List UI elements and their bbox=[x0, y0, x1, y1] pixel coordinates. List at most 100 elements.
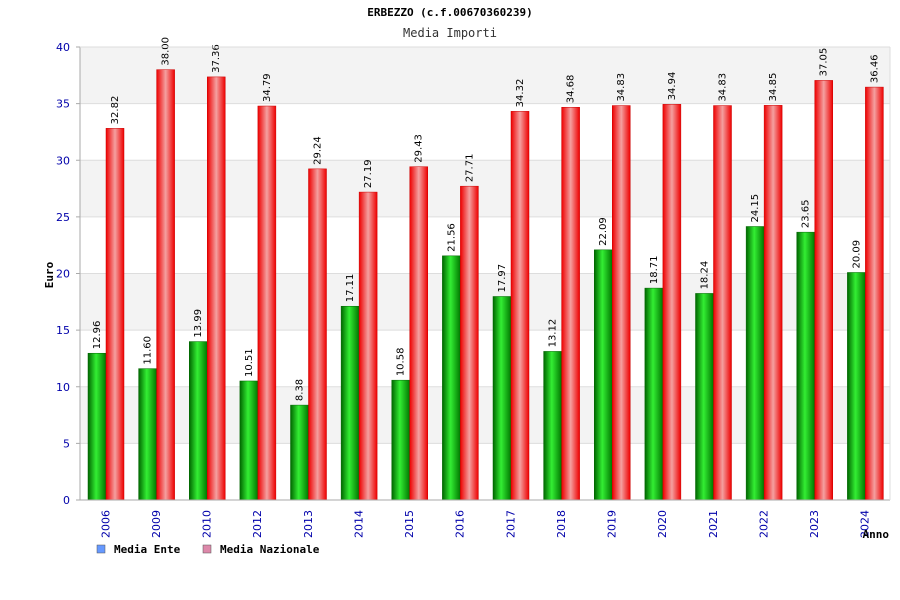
data-label: 34.79 bbox=[262, 73, 273, 102]
bar-media-nazionale bbox=[460, 185, 479, 501]
legend-swatch bbox=[202, 544, 212, 554]
legend-label: Media Nazionale bbox=[220, 543, 320, 556]
y-tick-labels: 0 5 10 15 20 25 30 35 40 bbox=[56, 41, 80, 507]
legend: Media Ente Media Nazionale bbox=[96, 543, 320, 556]
y-tick-label: 40 bbox=[56, 41, 70, 54]
bar-media-nazionale bbox=[105, 128, 125, 501]
bar-media-ente bbox=[644, 287, 664, 501]
data-label: 34.83 bbox=[616, 73, 627, 102]
data-label: 13.99 bbox=[193, 309, 204, 338]
data-label: 29.43 bbox=[414, 134, 425, 163]
x-tick-label: 2022 bbox=[757, 510, 770, 538]
data-label: 29.24 bbox=[313, 136, 324, 165]
bar-media-nazionale bbox=[207, 76, 226, 501]
x-tick-label: 2015 bbox=[403, 510, 416, 538]
data-label: 34.83 bbox=[718, 73, 729, 102]
data-label: 22.09 bbox=[598, 217, 609, 246]
data-label: 18.24 bbox=[700, 261, 711, 290]
legend-label: Media Ente bbox=[114, 543, 181, 556]
legend-swatch bbox=[96, 544, 106, 554]
y-tick-label: 25 bbox=[56, 211, 70, 224]
bar-media-ente bbox=[189, 341, 208, 501]
bar-media-ente bbox=[695, 293, 714, 501]
bar-media-ente bbox=[847, 272, 866, 501]
bar-media-nazionale bbox=[763, 105, 783, 501]
data-label: 18.71 bbox=[649, 255, 660, 284]
bar-media-ente bbox=[239, 380, 259, 501]
bar-media-nazionale bbox=[257, 105, 277, 501]
data-label: 34.85 bbox=[768, 73, 779, 102]
data-label: 34.32 bbox=[515, 79, 526, 108]
bar-media-nazionale bbox=[612, 105, 631, 501]
bar-media-nazionale bbox=[358, 191, 378, 501]
data-label: 34.68 bbox=[566, 75, 577, 104]
bar-media-ente bbox=[290, 404, 309, 501]
data-label: 24.15 bbox=[750, 194, 761, 223]
data-label: 21.56 bbox=[446, 223, 457, 252]
bar-media-nazionale bbox=[561, 106, 580, 501]
x-tick-label: 2013 bbox=[302, 510, 315, 538]
data-label: 23.65 bbox=[801, 200, 812, 229]
data-label: 8.38 bbox=[295, 379, 306, 401]
bar-media-nazionale bbox=[308, 168, 327, 501]
bar-media-ente bbox=[594, 249, 613, 501]
x-tick-label: 2024 bbox=[859, 510, 872, 538]
y-tick-label: 20 bbox=[56, 268, 70, 281]
x-tick-label: 2016 bbox=[454, 510, 467, 538]
value-labels: 12.96 11.60 13.99 10.51 8.38 17.11 10.58 21.56 1… bbox=[92, 37, 880, 401]
bar-media-nazionale bbox=[865, 86, 884, 501]
x-axis-label: Anno bbox=[863, 528, 890, 541]
y-tick-label: 30 bbox=[56, 154, 70, 167]
bar-media-nazionale bbox=[662, 104, 682, 501]
bar-media-ente bbox=[492, 296, 512, 501]
y-tick-label: 35 bbox=[56, 98, 70, 111]
bar-media-nazionale bbox=[156, 69, 175, 501]
x-tick-label: 2014 bbox=[352, 510, 365, 538]
bar-media-ente bbox=[796, 231, 815, 501]
data-label: 27.19 bbox=[363, 159, 374, 188]
chart-title: ERBEZZO (c.f.00670360239) bbox=[367, 6, 533, 19]
data-label: 10.51 bbox=[244, 348, 255, 377]
bar-media-ente bbox=[340, 305, 360, 501]
data-label: 12.96 bbox=[92, 321, 103, 350]
data-label: 37.36 bbox=[211, 44, 222, 73]
data-label: 13.12 bbox=[548, 319, 559, 348]
data-label: 38.00 bbox=[161, 37, 172, 66]
bar-media-nazionale bbox=[814, 80, 833, 501]
data-label: 34.94 bbox=[667, 72, 678, 101]
y-tick-label: 5 bbox=[63, 437, 70, 450]
data-label: 17.97 bbox=[497, 264, 508, 293]
bar-media-ente bbox=[87, 352, 107, 501]
x-tick-label: 2018 bbox=[555, 510, 568, 538]
bar-media-ente bbox=[391, 379, 410, 501]
data-label: 17.11 bbox=[345, 274, 356, 303]
x-tick-label: 2017 bbox=[504, 510, 517, 538]
y-tick-label: 0 bbox=[63, 494, 70, 507]
x-tick-label: 2019 bbox=[606, 510, 619, 538]
data-label: 11.60 bbox=[143, 336, 154, 365]
data-label: 20.09 bbox=[851, 240, 862, 269]
x-tick-label: 2006 bbox=[99, 510, 112, 538]
data-label: 32.82 bbox=[110, 96, 121, 125]
chart-subtitle: Media Importi bbox=[403, 26, 497, 40]
bar-media-ente bbox=[138, 368, 157, 501]
y-axis-label: Euro bbox=[43, 261, 56, 288]
bar-media-nazionale bbox=[409, 166, 428, 501]
x-tick-label: 2023 bbox=[808, 510, 821, 538]
data-label: 10.58 bbox=[396, 348, 407, 377]
x-tick-label: 2012 bbox=[251, 510, 264, 538]
data-label: 27.71 bbox=[464, 154, 475, 183]
x-tick-label: 2009 bbox=[150, 510, 163, 538]
bar-media-nazionale bbox=[713, 105, 732, 501]
x-tick-label: 2020 bbox=[656, 510, 669, 538]
bar-media-ente bbox=[543, 351, 562, 501]
bar-media-nazionale bbox=[510, 111, 530, 501]
x-tick-label: 2010 bbox=[201, 510, 214, 538]
data-label: 36.46 bbox=[869, 54, 880, 83]
bar-media-ente bbox=[745, 226, 765, 501]
x-tick-label: 2021 bbox=[707, 510, 720, 538]
y-tick-label: 10 bbox=[56, 381, 70, 394]
bar-media-ente bbox=[442, 255, 461, 501]
bars bbox=[87, 69, 884, 501]
